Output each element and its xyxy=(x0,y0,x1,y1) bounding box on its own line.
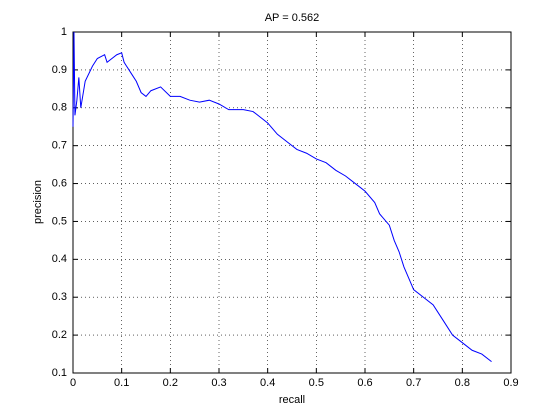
x-tick-label: 0.1 xyxy=(114,377,129,389)
x-tick-label: 0.6 xyxy=(357,377,372,389)
y-tick-label: 0.9 xyxy=(52,64,67,76)
x-tick-label: 0.7 xyxy=(406,377,421,389)
x-axis-label: recall xyxy=(279,394,305,406)
y-tick-label: 0.1 xyxy=(52,367,67,379)
chart-title: AP = 0.562 xyxy=(265,12,320,24)
y-tick-label: 0.2 xyxy=(52,329,67,341)
x-tick-label: 0.5 xyxy=(309,377,324,389)
y-tick-label: 0.6 xyxy=(52,177,67,189)
x-tick-label: 0.8 xyxy=(455,377,470,389)
y-axis-label: precision xyxy=(32,180,44,224)
y-tick-label: 1 xyxy=(61,26,67,38)
y-tick-label: 0.4 xyxy=(52,253,67,265)
x-tick-label: 0.3 xyxy=(211,377,226,389)
y-tick-label: 0.8 xyxy=(52,102,67,114)
x-tick-label: 0 xyxy=(70,377,76,389)
x-tick-label: 0.4 xyxy=(260,377,275,389)
y-tick-label: 0.5 xyxy=(52,215,67,227)
x-tick-label: 0.2 xyxy=(163,377,178,389)
x-tick-label: 0.9 xyxy=(503,377,518,389)
pr-curve xyxy=(72,31,492,363)
plot-frame xyxy=(72,31,512,374)
y-tick-label: 0.7 xyxy=(52,140,67,152)
y-tick-label: 0.3 xyxy=(52,291,67,303)
